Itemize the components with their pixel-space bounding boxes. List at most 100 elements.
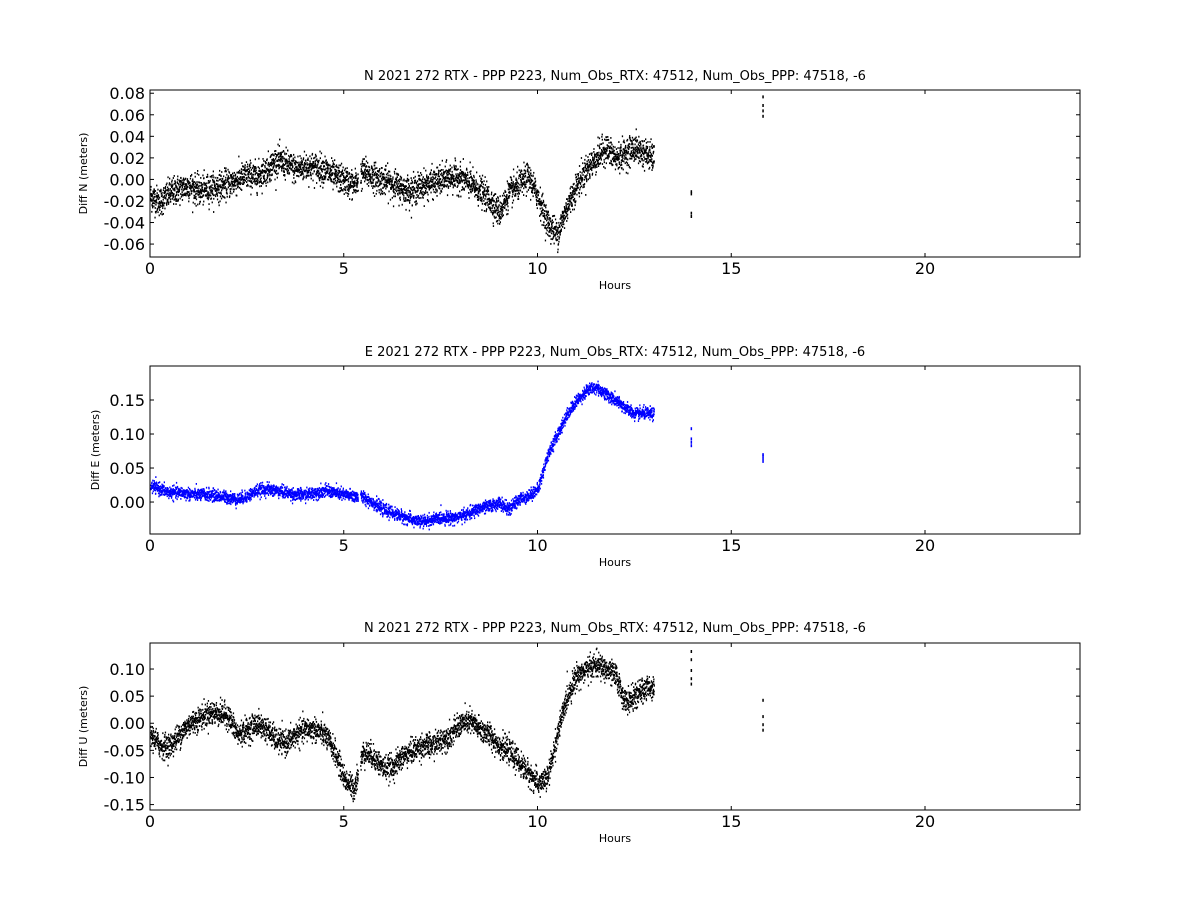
data-point (188, 491, 190, 494)
data-point (244, 166, 246, 169)
data-point (602, 147, 604, 149)
data-point (311, 165, 313, 168)
data-point (152, 206, 154, 209)
data-point (333, 177, 336, 180)
data-point (562, 226, 564, 228)
data-point (634, 151, 636, 154)
data-point (628, 164, 630, 166)
data-point (169, 193, 171, 195)
data-point (483, 193, 485, 196)
data-point (569, 195, 571, 197)
data-point (410, 195, 412, 198)
data-point (151, 205, 153, 207)
data-point (272, 161, 274, 163)
data-point (341, 173, 344, 176)
data-point (521, 185, 523, 187)
data-point (375, 183, 377, 186)
data-point (280, 158, 282, 160)
data-point (162, 201, 164, 204)
data-point (264, 178, 266, 181)
data-point (361, 171, 363, 174)
data-point (294, 162, 296, 164)
data-point (632, 152, 635, 154)
data-point (618, 158, 620, 160)
data-point (360, 190, 363, 192)
data-point (283, 174, 285, 177)
data-point (162, 488, 164, 491)
data-point (425, 169, 427, 172)
data-point (465, 175, 467, 178)
data-point (162, 213, 164, 215)
data-point (415, 200, 417, 203)
data-point (296, 167, 298, 169)
data-point (291, 168, 293, 171)
data-point (511, 187, 513, 190)
data-point (645, 149, 647, 151)
data-point (294, 163, 297, 166)
data-point (589, 175, 591, 178)
data-point (609, 145, 611, 148)
data-point (250, 193, 252, 196)
data-point (648, 154, 650, 157)
data-point (238, 492, 241, 495)
data-point (346, 167, 348, 169)
data-point (183, 185, 186, 188)
data-point (391, 181, 393, 184)
data-point (540, 204, 543, 207)
data-point (312, 161, 315, 163)
data-point (597, 156, 599, 159)
data-point (508, 183, 510, 185)
data-point (432, 198, 434, 200)
data-point (489, 206, 491, 209)
data-point (303, 176, 305, 179)
data-point (193, 491, 195, 493)
data-point (535, 184, 537, 187)
data-point (275, 189, 277, 191)
data-point (258, 157, 260, 160)
data-point (587, 167, 589, 169)
data-point (207, 180, 210, 182)
data-point (532, 183, 534, 186)
data-point (185, 493, 187, 496)
data-point (189, 494, 191, 496)
data-point (293, 177, 295, 179)
data-point (606, 154, 608, 157)
data-point (318, 167, 320, 170)
data-point (566, 215, 568, 217)
data-point (173, 182, 176, 185)
data-point (423, 185, 426, 187)
data-point (423, 193, 425, 196)
y-tick-label: 0.00 (109, 170, 145, 189)
data-point (225, 495, 227, 498)
data-point (541, 224, 543, 226)
data-point (251, 182, 253, 185)
data-point (531, 189, 533, 192)
data-point (412, 194, 414, 197)
data-point (224, 196, 226, 199)
data-point (459, 171, 461, 174)
data-point (364, 168, 366, 171)
data-point (200, 497, 202, 499)
data-point (524, 174, 527, 177)
data-point (196, 495, 198, 497)
data-point (282, 157, 284, 160)
data-point (234, 495, 236, 498)
data-point (332, 188, 334, 191)
data-point (571, 186, 573, 188)
data-point (485, 194, 487, 197)
data-point (427, 193, 429, 196)
data-point (570, 192, 572, 194)
data-point (203, 191, 205, 193)
data-point (590, 152, 592, 155)
data-point (309, 155, 311, 158)
data-point (515, 192, 517, 195)
data-point (529, 183, 531, 185)
data-point (421, 188, 423, 190)
data-point (487, 204, 489, 207)
data-point (156, 201, 158, 204)
data-point (177, 490, 179, 493)
data-point (409, 199, 411, 202)
data-point (160, 195, 163, 198)
data-point (449, 181, 451, 184)
data-point (651, 143, 653, 146)
